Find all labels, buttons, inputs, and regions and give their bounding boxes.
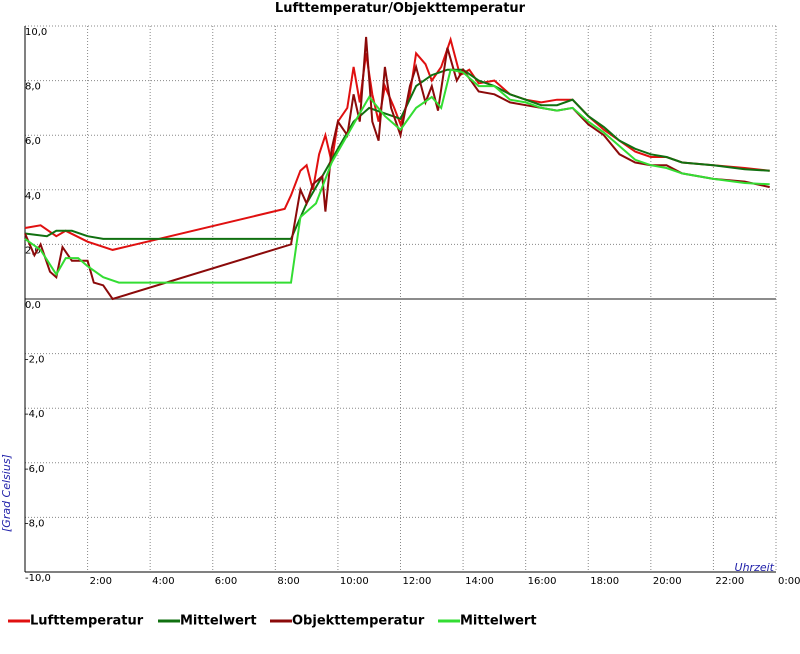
x-tick-label: 22:00 (715, 576, 744, 587)
x-tick-label: 16:00 (528, 576, 557, 587)
y-tick-label: -4,0 (25, 409, 45, 420)
x-tick-label: 14:00 (465, 576, 494, 587)
x-axis-label: Uhrzeit (735, 561, 775, 574)
y-tick-label: 4,0 (25, 191, 41, 202)
series-line (24, 36, 770, 301)
y-tick-label: -10,0 (25, 573, 51, 584)
y-tick-label: -8,0 (25, 518, 45, 529)
chart-title: Lufttemperatur/Objekttemperatur (275, 1, 526, 16)
x-tick-label: 12:00 (403, 576, 432, 587)
legend-label: Objekttemperatur (292, 614, 425, 629)
x-tick-label: 2:00 (90, 576, 112, 587)
series-line (24, 68, 770, 284)
y-tick-label: 6,0 (25, 136, 41, 147)
y-tick-label: 8,0 (25, 82, 41, 93)
y-tick-label: 10,0 (25, 27, 47, 38)
x-tick-label: 20:00 (653, 576, 682, 587)
x-tick-label: 8:00 (277, 576, 299, 587)
legend-label: Lufttemperatur (30, 614, 144, 629)
x-tick-label: 10:00 (340, 576, 369, 587)
x-tick-label: 0:00 (778, 576, 800, 587)
legend-label: Mittelwert (460, 614, 537, 629)
x-tick-label: 6:00 (215, 576, 237, 587)
y-tick-label: -6,0 (25, 464, 45, 475)
y-axis-label: [Grad Celsius] (0, 454, 13, 532)
series-line (24, 36, 770, 251)
y-tick-label: -2,0 (25, 355, 45, 366)
y-tick-label: 0,0 (25, 300, 41, 311)
x-tick-label: 18:00 (590, 576, 619, 587)
x-tick-label: 4:00 (152, 576, 174, 587)
legend-label: Mittelwert (180, 614, 257, 629)
